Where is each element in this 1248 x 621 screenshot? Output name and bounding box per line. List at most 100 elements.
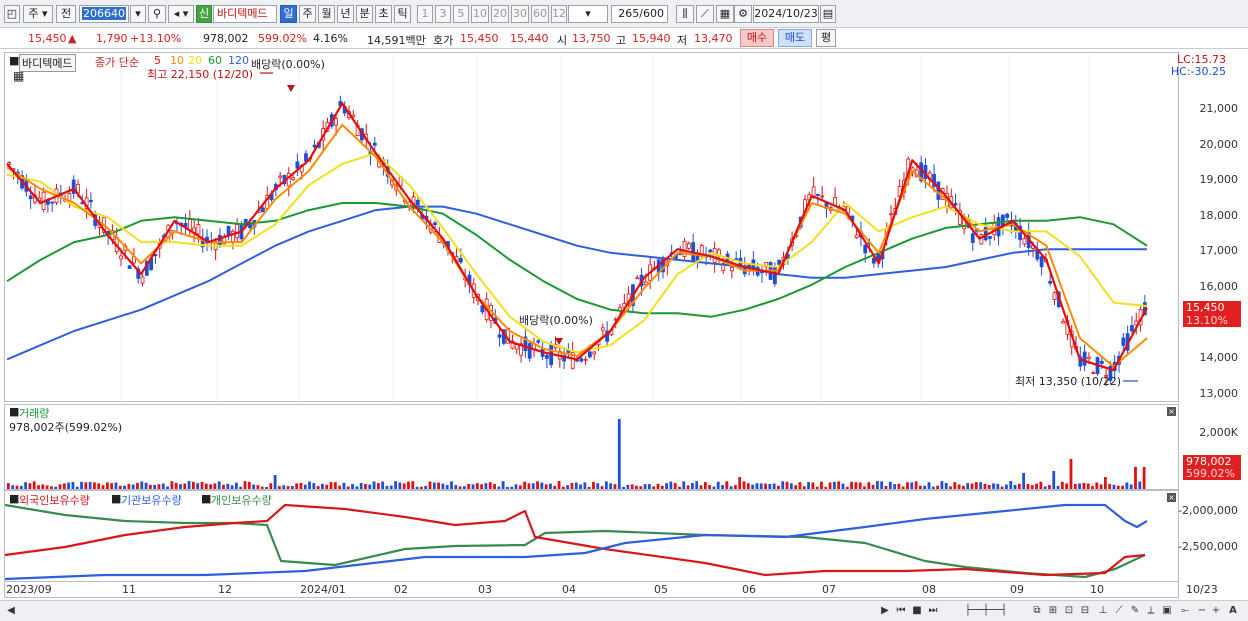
volume-bar: [979, 482, 983, 489]
market-select[interactable]: 주 ▾: [23, 5, 53, 23]
volume-bar: [518, 485, 522, 489]
prev-button[interactable]: 전: [56, 5, 76, 23]
holdings-pane[interactable]: ■ 외국인보유수량 ■ 기관보유수량 ■ 개인보유수량 ×: [4, 490, 1179, 582]
price-change: 1,790: [96, 32, 128, 45]
volume-bar: [570, 483, 574, 489]
candle-body: [1018, 225, 1022, 240]
buy-button[interactable]: 매수: [740, 29, 774, 47]
chart-type-icon[interactable]: ◰: [4, 5, 20, 23]
measure-icon[interactable]: ⟂: [1147, 605, 1155, 616]
scroll-bar[interactable]: ◀ ▶ ⏮ ■ ⏭ ├──┼──┤ ⧉ ⊞ ⊡ ⊟ ⊥ ⟋ ✎ ⟂ ▣ ⟜ − …: [0, 600, 1248, 621]
interval-button-7[interactable]: 120: [551, 5, 567, 23]
layout-icon[interactable]: ⊞: [1048, 605, 1058, 616]
volume-bar: [501, 481, 505, 489]
candle-body: [1035, 250, 1040, 260]
holdings-close-icon[interactable]: ×: [1167, 493, 1176, 502]
volume-bar: [574, 482, 578, 489]
settings-icon[interactable]: ▦: [13, 69, 25, 83]
x-tick-10: 08: [922, 583, 936, 596]
candle-body: [816, 194, 820, 196]
volume-bar: [153, 484, 157, 489]
ma-line-60: [6, 202, 1148, 318]
interval-dropdown[interactable]: ▾: [568, 5, 608, 23]
font-size-icon[interactable]: A: [1229, 605, 1237, 616]
volume-bar: [144, 482, 148, 489]
volume-bar: [402, 483, 406, 489]
last-icon[interactable]: ⏭: [928, 605, 938, 616]
draw-icon[interactable]: ✎: [1130, 605, 1140, 616]
scroll-left-icon[interactable]: ◀: [7, 605, 15, 616]
count-input[interactable]: 265/600: [611, 5, 668, 23]
interval-button-5[interactable]: 30: [511, 5, 529, 23]
period-tab-0[interactable]: 일: [280, 5, 297, 23]
line-tool-icon[interactable]: ⟋: [696, 5, 714, 23]
price-pane[interactable]: ■ 바디텍메드 종가 단순 5 10 20 60 120 최고 22,150 (12/2…: [4, 52, 1179, 403]
period-tab-3[interactable]: 년: [337, 5, 354, 23]
holdings-chart: [5, 503, 1148, 581]
ex-div-annotation-1: 배당락(0.00%): [251, 58, 325, 71]
candle-icon[interactable]: ⫼: [676, 5, 694, 23]
panel-icon[interactable]: ⊟: [1080, 605, 1090, 616]
volume-bar: [346, 486, 350, 489]
ex-div-annotation-2: 배당락(0.00%): [519, 314, 593, 327]
interval-button-6[interactable]: 60: [531, 5, 549, 23]
volume-bar: [970, 483, 974, 489]
avg-button[interactable]: 평: [816, 29, 836, 47]
interval-button-3[interactable]: 10: [471, 5, 489, 23]
volume-close-icon[interactable]: ×: [1167, 407, 1176, 416]
period-tab-5[interactable]: 초: [375, 5, 392, 23]
interval-button-0[interactable]: 1: [417, 5, 433, 23]
candle-body: [777, 259, 782, 265]
interval-button-2[interactable]: 5: [453, 5, 469, 23]
crosshair-icon[interactable]: ⊥: [1098, 605, 1108, 616]
trend-icon[interactable]: ⟋: [1115, 605, 1123, 616]
search-icon[interactable]: ⚲: [148, 5, 166, 23]
zoom-slider[interactable]: ├──┼──┤: [964, 605, 1008, 616]
interval-button-1[interactable]: 3: [435, 5, 451, 23]
date-input[interactable]: 2024/10/23: [753, 5, 819, 23]
volume-bar: [600, 486, 604, 489]
interval-button-4[interactable]: 20: [491, 5, 509, 23]
volume-bar: [325, 484, 329, 489]
price-name-tag[interactable]: 바디텍메드: [19, 54, 76, 72]
window-icon[interactable]: ⊡: [1064, 605, 1074, 616]
scroll-right-icon[interactable]: ▶: [881, 605, 889, 616]
image-icon[interactable]: ▣: [1162, 605, 1172, 616]
zoom-out-icon[interactable]: −: [1197, 605, 1207, 616]
calendar-icon[interactable]: ▤: [820, 5, 836, 23]
x-tick-1: 11: [122, 583, 136, 596]
volume-pane[interactable]: ■ 거래량 978,002주(599.02%) ×: [4, 404, 1179, 490]
code-input[interactable]: 206640: [79, 5, 129, 23]
holdings-line-2: [5, 503, 1148, 581]
period-tab-4[interactable]: 분: [356, 5, 373, 23]
period-tab-2[interactable]: 월: [318, 5, 335, 23]
volume-bar: [639, 486, 643, 489]
compare-icon[interactable]: ⧉: [1033, 605, 1041, 616]
speaker-icon[interactable]: ◂ ▾: [168, 5, 194, 23]
grid-icon[interactable]: ▦: [716, 5, 734, 23]
volume-bar: [798, 482, 802, 489]
volume-bar: [1065, 483, 1069, 489]
zoom-in-icon[interactable]: +: [1211, 605, 1221, 616]
volume-bar: [643, 484, 647, 489]
ruler-icon[interactable]: ⟜: [1181, 605, 1189, 616]
legend-dot-3: ■: [201, 492, 212, 505]
candle-body: [71, 179, 76, 194]
candle-body: [1104, 374, 1109, 377]
volume-bar: [1121, 485, 1124, 489]
period-tab-1[interactable]: 주: [299, 5, 316, 23]
volume-bar: [1108, 484, 1112, 489]
gear-icon[interactable]: ⚙: [734, 5, 752, 23]
volume-bar: [828, 482, 832, 489]
turnover-rate: 4.16%: [313, 32, 348, 45]
last-price-tag: 15,450: [1183, 301, 1241, 314]
candle-body: [140, 276, 145, 284]
sell-button[interactable]: 매도: [778, 29, 812, 47]
stock-name[interactable]: 바디텍메드: [213, 5, 277, 23]
low-price: 13,470: [694, 32, 733, 45]
code-dropdown-icon[interactable]: ▾: [130, 5, 146, 23]
volume-bar: [497, 486, 501, 489]
stop-icon[interactable]: ■: [912, 605, 922, 616]
period-tab-6[interactable]: 틱: [394, 5, 411, 23]
first-icon[interactable]: ⏮: [896, 605, 906, 616]
